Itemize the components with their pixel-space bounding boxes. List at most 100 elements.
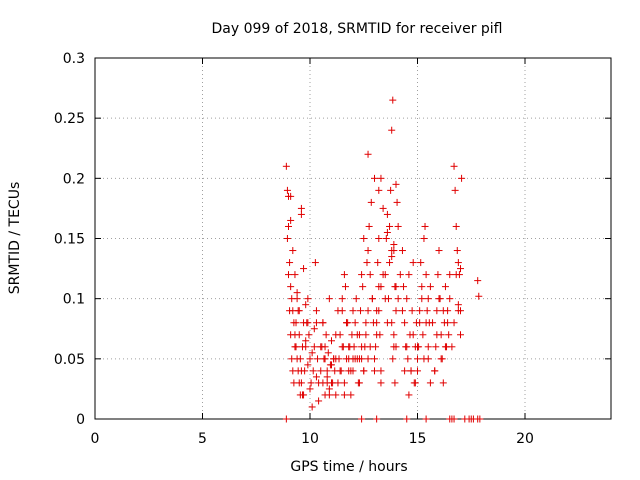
data-point xyxy=(390,247,398,255)
data-point xyxy=(293,295,301,303)
data-point xyxy=(364,150,372,158)
data-point xyxy=(421,222,429,230)
plot-frame xyxy=(94,57,612,420)
data-point xyxy=(325,295,333,303)
data-point xyxy=(343,319,351,327)
data-point xyxy=(332,391,340,399)
x-tick-label: 10 xyxy=(301,431,319,447)
data-point xyxy=(388,253,396,261)
data-point xyxy=(390,241,398,249)
data-point xyxy=(364,307,372,315)
data-point xyxy=(340,391,348,399)
y-axis: 0 0.05 0.1 0.15 0.2 0.25 0.3 xyxy=(54,51,611,428)
chart-title: Day 099 of 2018, SRMTID for receiver pif… xyxy=(211,21,502,37)
data-point xyxy=(286,259,294,267)
data-point xyxy=(341,283,349,291)
data-point xyxy=(283,235,291,242)
data-point xyxy=(340,271,348,279)
data-point xyxy=(476,415,484,423)
y-tick-label: 0.05 xyxy=(54,352,85,368)
data-point xyxy=(323,373,331,381)
data-point xyxy=(440,319,448,327)
data-point xyxy=(407,367,415,375)
data-point xyxy=(355,355,363,363)
data-point xyxy=(291,271,299,279)
data-point xyxy=(452,222,460,230)
data-point xyxy=(423,307,431,315)
data-point xyxy=(454,301,462,309)
y-tick-label: 0.25 xyxy=(54,111,85,127)
data-point xyxy=(386,259,394,267)
data-point xyxy=(296,355,304,363)
data-point xyxy=(426,379,434,387)
data-point xyxy=(358,415,366,423)
data-point xyxy=(424,355,432,363)
data-point xyxy=(389,355,397,363)
data-point xyxy=(317,367,325,375)
data-point xyxy=(474,277,482,285)
data-point xyxy=(360,235,368,242)
data-point xyxy=(405,271,413,279)
data-point xyxy=(422,271,430,279)
data-point xyxy=(411,379,419,387)
data-point xyxy=(364,247,372,255)
data-point xyxy=(383,228,391,236)
data-point xyxy=(393,198,401,206)
data-point xyxy=(291,343,299,351)
data-point xyxy=(319,379,327,387)
data-point xyxy=(304,295,312,303)
data-point xyxy=(424,343,432,351)
data-point xyxy=(369,319,377,327)
data-point xyxy=(328,337,335,345)
data-point xyxy=(434,271,442,279)
data-point xyxy=(374,259,382,267)
data-point xyxy=(287,283,295,291)
data-point xyxy=(321,391,329,399)
data-point xyxy=(309,367,317,375)
data-point xyxy=(338,307,346,315)
data-point xyxy=(352,295,360,303)
data-point xyxy=(437,331,445,339)
data-point xyxy=(287,192,295,200)
grid-lines xyxy=(95,58,611,419)
data-point xyxy=(404,355,412,363)
data-point xyxy=(405,391,413,399)
data-point xyxy=(295,331,303,339)
data-point xyxy=(302,343,310,351)
data-point xyxy=(365,222,373,230)
data-point xyxy=(302,337,310,345)
data-point xyxy=(409,331,417,339)
data-point xyxy=(433,307,441,315)
data-point xyxy=(312,319,320,327)
data-point xyxy=(398,247,406,255)
data-point xyxy=(306,355,314,363)
data-point xyxy=(373,331,381,339)
data-point xyxy=(458,174,466,182)
data-point xyxy=(450,319,458,327)
data-point xyxy=(420,235,428,242)
data-point xyxy=(308,349,316,357)
data-point xyxy=(394,222,402,230)
data-point xyxy=(300,265,308,273)
data-point xyxy=(314,355,322,363)
data-point xyxy=(416,319,424,327)
data-point xyxy=(448,343,456,351)
data-point xyxy=(373,415,381,423)
data-point xyxy=(453,247,461,255)
data-point xyxy=(418,283,426,291)
data-point xyxy=(419,331,427,339)
data-point xyxy=(336,331,344,339)
data-point xyxy=(366,271,374,279)
data-point xyxy=(444,307,452,315)
data-points xyxy=(282,96,484,423)
data-point xyxy=(446,295,454,303)
data-point xyxy=(300,391,308,399)
data-point xyxy=(394,295,402,303)
data-point xyxy=(367,198,375,206)
data-point xyxy=(426,283,434,291)
data-point xyxy=(285,222,292,230)
data-point xyxy=(338,295,346,303)
data-point xyxy=(285,271,292,279)
x-axis: 0 5 10 15 20 xyxy=(91,58,534,447)
